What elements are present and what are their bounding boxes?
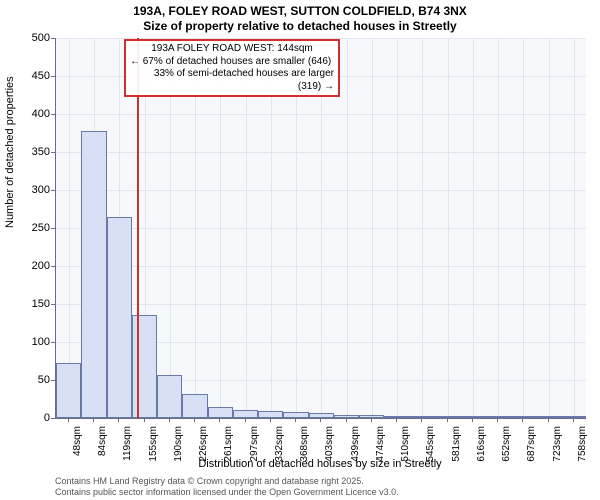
x-tick-label: 368sqm: [299, 426, 310, 466]
y-tick-mark: [51, 380, 55, 381]
x-tick-mark: [548, 418, 549, 422]
y-tick-mark: [51, 76, 55, 77]
histogram-bar: [56, 363, 81, 418]
y-tick-label: 200: [10, 260, 50, 272]
x-tick-mark: [144, 418, 145, 422]
gridline-vertical: [574, 38, 575, 418]
histogram-bar: [107, 217, 132, 418]
y-tick-mark: [51, 190, 55, 191]
y-tick-label: 250: [10, 222, 50, 234]
x-tick-label: 687sqm: [526, 426, 537, 466]
x-tick-mark: [447, 418, 448, 422]
footer-attribution: Contains HM Land Registry data © Crown c…: [55, 476, 399, 498]
x-tick-mark: [522, 418, 523, 422]
y-tick-label: 300: [10, 184, 50, 196]
annotation-line2: ← 67% of detached houses are smaller (64…: [130, 56, 334, 69]
gridline-vertical: [498, 38, 499, 418]
x-tick-label: 439sqm: [350, 426, 361, 466]
y-tick-label: 50: [10, 374, 50, 386]
chart-title-line1: 193A, FOLEY ROAD WEST, SUTTON COLDFIELD,…: [0, 4, 600, 18]
histogram-bar: [208, 407, 233, 418]
y-tick-mark: [51, 266, 55, 267]
histogram-bar: [157, 375, 182, 418]
x-tick-label: 297sqm: [249, 426, 260, 466]
annotation-box: 193A FOLEY ROAD WEST: 144sqm← 67% of det…: [124, 39, 340, 97]
histogram-bar: [233, 410, 258, 418]
x-tick-mark: [295, 418, 296, 422]
y-tick-mark: [51, 418, 55, 419]
x-tick-mark: [371, 418, 372, 422]
x-tick-label: 48sqm: [72, 426, 83, 466]
x-tick-mark: [421, 418, 422, 422]
y-tick-mark: [51, 152, 55, 153]
plot-area: 193A FOLEY ROAD WEST: 144sqm← 67% of det…: [55, 38, 586, 419]
annotation-line3: 33% of semi-detached houses are larger (…: [130, 68, 334, 93]
y-tick-label: 500: [10, 32, 50, 44]
chart-title-line2: Size of property relative to detached ho…: [0, 19, 600, 33]
histogram-bar: [258, 411, 283, 418]
x-tick-label: 581sqm: [451, 426, 462, 466]
y-tick-label: 0: [10, 412, 50, 424]
x-tick-label: 119sqm: [122, 426, 133, 466]
footer-line1: Contains HM Land Registry data © Crown c…: [55, 476, 399, 487]
y-tick-mark: [51, 38, 55, 39]
x-tick-mark: [573, 418, 574, 422]
x-tick-mark: [497, 418, 498, 422]
gridline-vertical: [523, 38, 524, 418]
x-tick-mark: [245, 418, 246, 422]
x-tick-label: 261sqm: [223, 426, 234, 466]
x-tick-label: 190sqm: [173, 426, 184, 466]
x-tick-mark: [472, 418, 473, 422]
gridline-vertical: [69, 38, 70, 418]
x-tick-label: 332sqm: [274, 426, 285, 466]
footer-line2: Contains public sector information licen…: [55, 487, 399, 498]
gridline-vertical: [347, 38, 348, 418]
x-tick-mark: [219, 418, 220, 422]
x-tick-mark: [194, 418, 195, 422]
x-tick-label: 723sqm: [552, 426, 563, 466]
x-tick-mark: [93, 418, 94, 422]
x-tick-label: 474sqm: [375, 426, 386, 466]
gridline-vertical: [397, 38, 398, 418]
x-tick-label: 510sqm: [400, 426, 411, 466]
x-tick-label: 155sqm: [148, 426, 159, 466]
x-tick-mark: [169, 418, 170, 422]
chart-container: 193A, FOLEY ROAD WEST, SUTTON COLDFIELD,…: [0, 0, 600, 500]
x-tick-mark: [320, 418, 321, 422]
histogram-bar: [182, 394, 207, 418]
y-tick-mark: [51, 342, 55, 343]
x-tick-label: 616sqm: [476, 426, 487, 466]
x-tick-label: 84sqm: [97, 426, 108, 466]
y-tick-label: 400: [10, 108, 50, 120]
gridline-vertical: [473, 38, 474, 418]
y-tick-mark: [51, 114, 55, 115]
histogram-bar: [81, 131, 106, 418]
gridline-vertical: [448, 38, 449, 418]
annotation-line1: 193A FOLEY ROAD WEST: 144sqm: [130, 43, 334, 56]
x-tick-label: 652sqm: [501, 426, 512, 466]
x-tick-mark: [346, 418, 347, 422]
gridline-vertical: [549, 38, 550, 418]
x-tick-mark: [270, 418, 271, 422]
y-tick-label: 100: [10, 336, 50, 348]
y-tick-mark: [51, 304, 55, 305]
histogram-bar: [132, 315, 157, 418]
x-tick-mark: [68, 418, 69, 422]
x-tick-label: 226sqm: [198, 426, 209, 466]
x-tick-label: 545sqm: [425, 426, 436, 466]
x-tick-label: 403sqm: [324, 426, 335, 466]
y-tick-mark: [51, 228, 55, 229]
x-tick-label: 758sqm: [577, 426, 588, 466]
x-tick-mark: [396, 418, 397, 422]
y-tick-label: 150: [10, 298, 50, 310]
y-tick-label: 450: [10, 70, 50, 82]
x-tick-mark: [118, 418, 119, 422]
gridline-vertical: [372, 38, 373, 418]
gridline-vertical: [422, 38, 423, 418]
y-tick-label: 350: [10, 146, 50, 158]
